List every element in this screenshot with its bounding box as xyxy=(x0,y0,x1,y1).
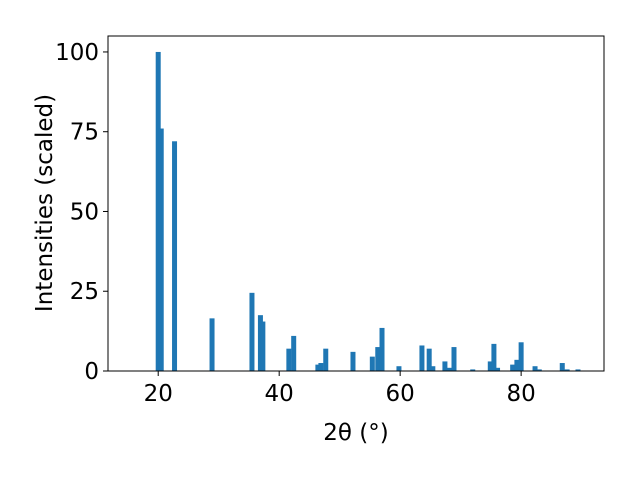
bar xyxy=(510,364,516,371)
bar xyxy=(536,369,542,371)
bar xyxy=(209,318,215,371)
y-axis-label: Intensities (scaled) xyxy=(32,94,58,312)
bar xyxy=(430,366,436,371)
bar xyxy=(442,361,448,371)
bar xyxy=(532,366,538,371)
bar xyxy=(518,342,524,371)
x-tick-label: 20 xyxy=(144,381,173,407)
bar xyxy=(369,356,375,371)
bar xyxy=(286,348,292,371)
bar xyxy=(260,321,266,371)
bar xyxy=(375,347,381,371)
x-tick-label: 80 xyxy=(506,381,535,407)
y-tick-label: 75 xyxy=(70,120,99,146)
bar xyxy=(564,369,570,371)
bar xyxy=(487,361,493,371)
bar xyxy=(575,369,581,371)
bar xyxy=(559,363,565,371)
bar xyxy=(419,345,425,371)
bar xyxy=(495,367,501,371)
y-tick-label: 0 xyxy=(84,359,99,385)
bar xyxy=(451,347,457,371)
bar xyxy=(379,327,385,371)
bar xyxy=(426,348,432,371)
bar xyxy=(155,51,161,371)
bar xyxy=(514,359,520,371)
x-axis-label: 2θ (°) xyxy=(323,420,388,446)
bar xyxy=(249,292,255,371)
bar xyxy=(470,369,476,371)
y-tick-label: 25 xyxy=(70,279,99,305)
plot-frame xyxy=(107,35,605,372)
bar xyxy=(158,128,164,371)
x-tick-label: 60 xyxy=(386,381,415,407)
y-tick-label: 100 xyxy=(55,40,99,66)
bar xyxy=(315,364,321,371)
bar xyxy=(323,348,329,371)
bar xyxy=(172,141,178,371)
bar xyxy=(491,343,497,371)
y-tick-label: 50 xyxy=(70,199,99,225)
bar xyxy=(446,367,452,371)
bar xyxy=(318,363,324,371)
bar xyxy=(396,366,402,371)
x-tick-label: 40 xyxy=(265,381,294,407)
bar xyxy=(350,351,356,371)
bar xyxy=(291,335,297,371)
